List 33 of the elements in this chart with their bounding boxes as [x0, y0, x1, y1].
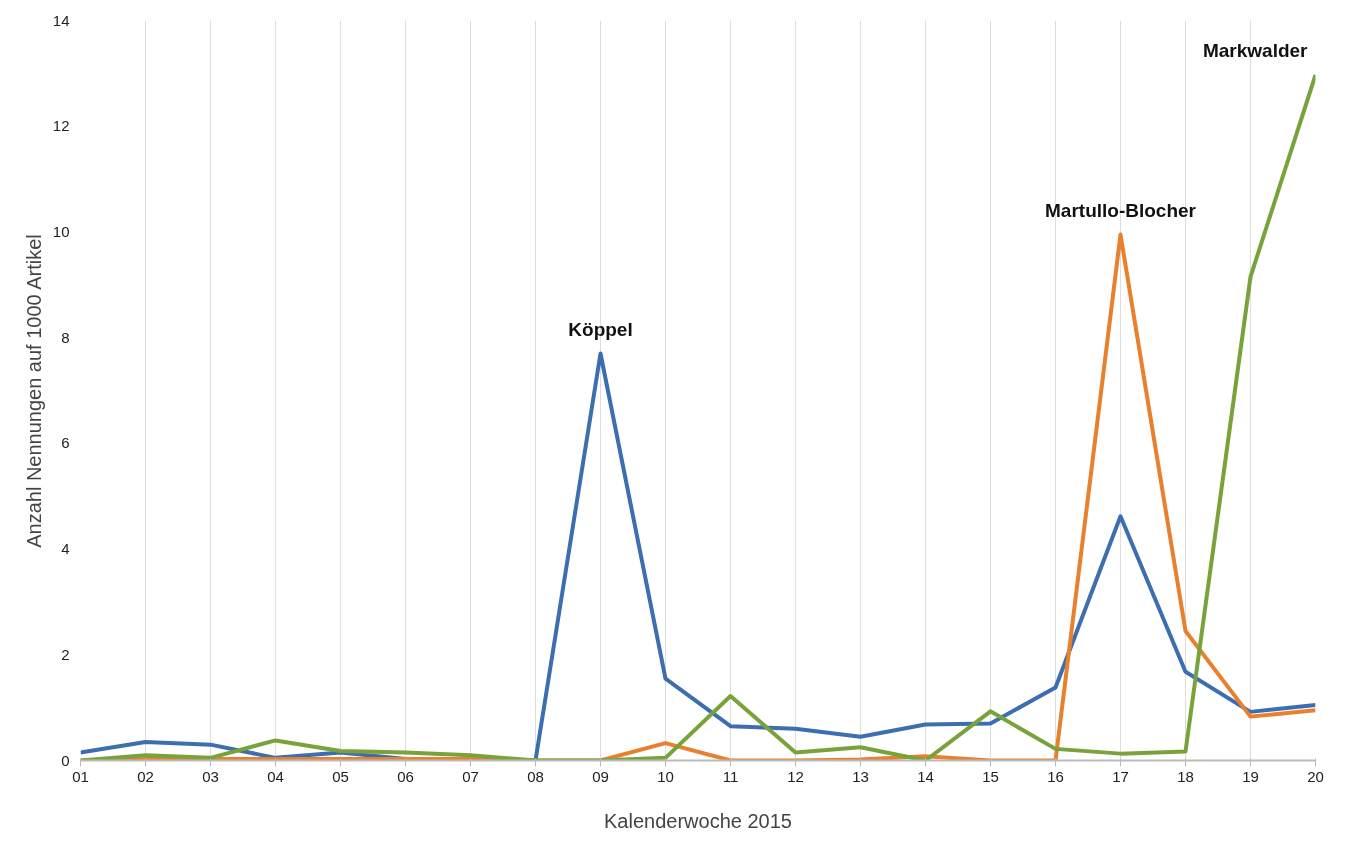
- x-tick-label: 15: [982, 767, 999, 785]
- y-tick-label: 14: [52, 11, 70, 29]
- x-tick-label: 17: [1112, 767, 1129, 785]
- x-tick-label: 09: [592, 767, 609, 785]
- x-tick-label: 10: [657, 767, 674, 785]
- x-tick-label: 16: [1047, 767, 1064, 785]
- y-tick-label: 10: [52, 222, 70, 240]
- x-tick-label: 05: [332, 767, 349, 785]
- y-axis-title: Anzahl Nennungen auf 1000 Artikel: [22, 234, 45, 548]
- x-tick-label: 14: [917, 767, 934, 785]
- y-tick-label: 4: [61, 540, 70, 558]
- x-tick-label: 07: [462, 767, 479, 785]
- x-tick-label: 12: [787, 767, 804, 785]
- series-label: Martullo-Blocher: [1045, 199, 1197, 221]
- x-tick-label: 03: [202, 767, 219, 785]
- x-tick-label: 11: [722, 767, 739, 785]
- x-tick-label: 18: [1177, 767, 1194, 785]
- x-tick-label: 19: [1242, 767, 1259, 785]
- y-tick-label: 12: [52, 117, 70, 135]
- y-tick-label: 2: [61, 645, 70, 663]
- y-tick-label: 8: [61, 328, 70, 346]
- x-tick-label: 04: [267, 767, 284, 785]
- x-tick-label: 08: [527, 767, 544, 785]
- x-tick-label: 20: [1307, 767, 1324, 785]
- x-tick-label: 13: [852, 767, 869, 785]
- x-tick-label: 02: [137, 767, 154, 785]
- x-axis-title: Kalenderwoche 2015: [604, 809, 792, 832]
- x-tick-label: 06: [397, 767, 414, 785]
- y-tick-label: 0: [61, 751, 70, 769]
- y-tick-label: 6: [61, 434, 70, 452]
- series-label: Köppel: [568, 318, 633, 340]
- series-label: Markwalder: [1202, 39, 1309, 61]
- x-tick-label: 01: [72, 767, 89, 785]
